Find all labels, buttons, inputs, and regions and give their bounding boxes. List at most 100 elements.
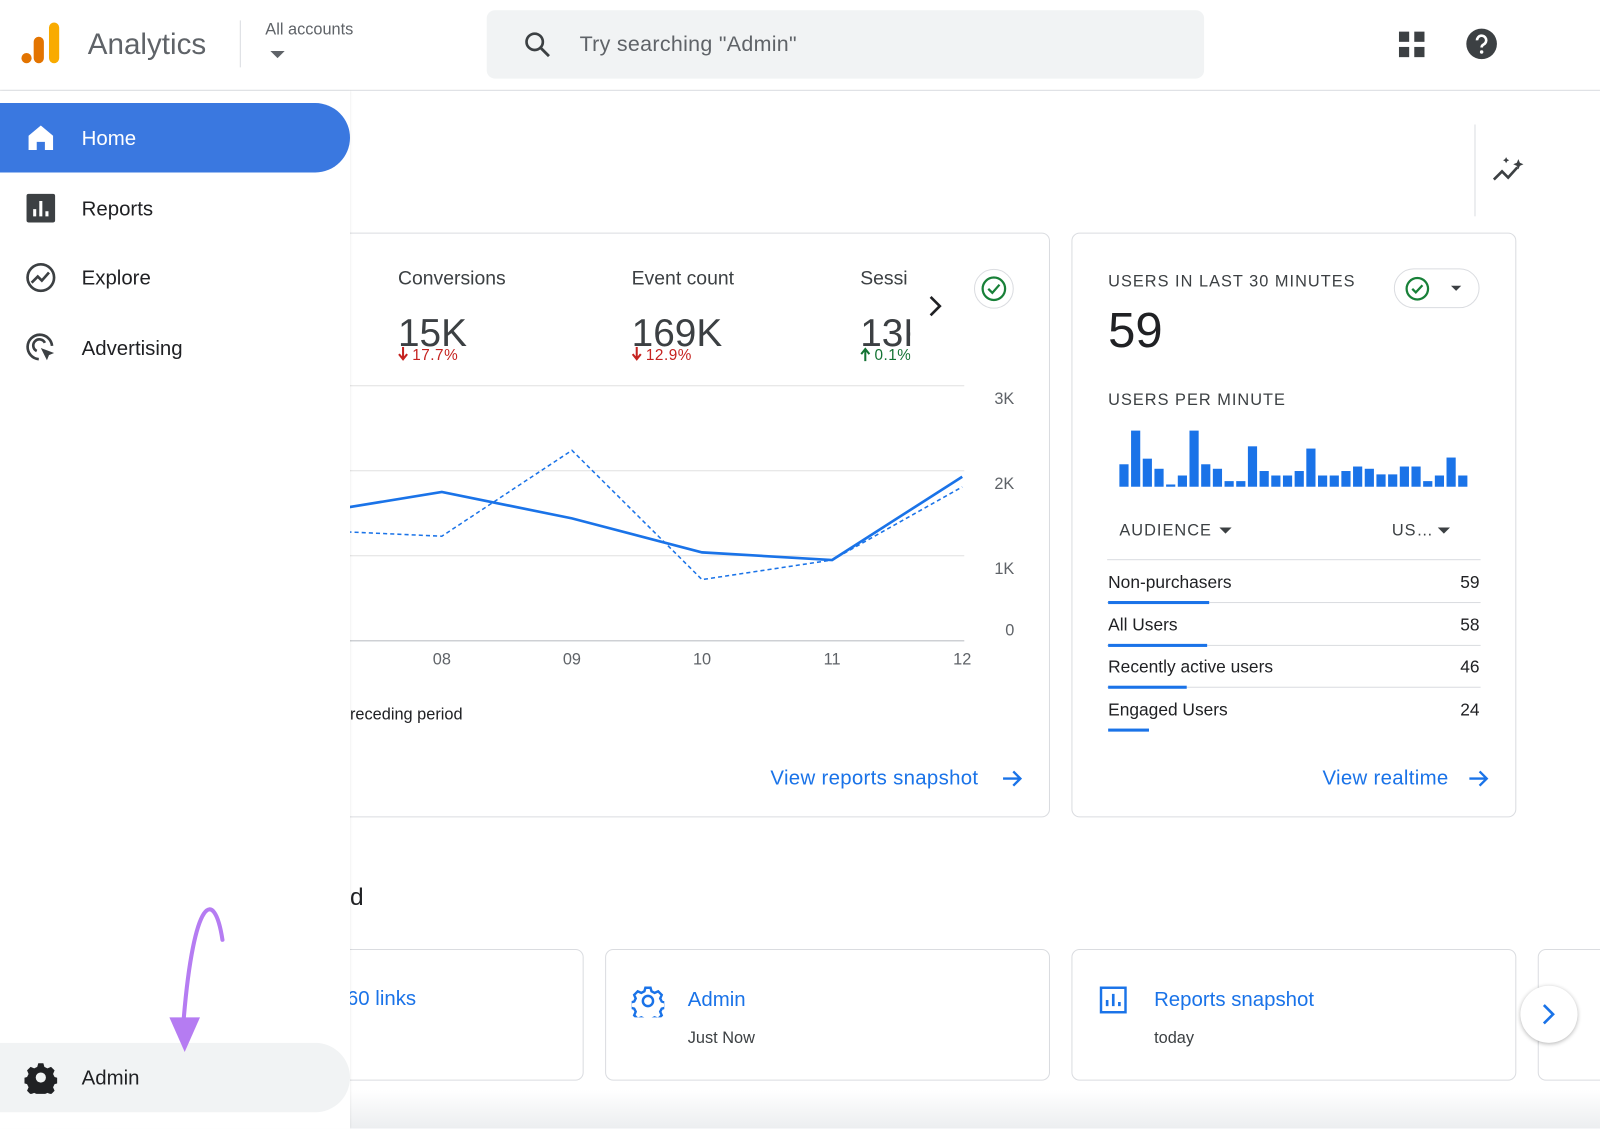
reports-icon	[26, 193, 56, 223]
card-subtitle: today	[1154, 1029, 1195, 1047]
divider	[239, 20, 241, 68]
bar	[1131, 430, 1141, 487]
view-reports-link[interactable]: View reports snapshot	[770, 767, 979, 790]
bar	[1399, 466, 1409, 487]
bar	[1224, 481, 1234, 487]
row-label[interactable]: Non-purchasers	[1108, 572, 1232, 592]
search-placeholder: Try searching "Admin"	[579, 32, 797, 57]
row-bar	[1108, 728, 1150, 732]
product-name: Analytics	[87, 28, 207, 62]
bar	[1189, 430, 1199, 487]
legend-label: receding period	[349, 706, 463, 724]
recent-card[interactable]: Reports snapshot today	[1071, 948, 1517, 1081]
help-icon[interactable]	[1465, 28, 1498, 61]
bar	[1341, 471, 1351, 487]
advertising-icon	[26, 333, 55, 361]
arrow-icon[interactable]	[1467, 767, 1489, 789]
row-label[interactable]: Engaged Users	[1108, 699, 1228, 719]
status-dropdown[interactable]	[1393, 268, 1480, 309]
card-subtitle: Just Now	[687, 1029, 755, 1047]
divider	[1474, 124, 1476, 217]
caret[interactable]	[270, 51, 285, 59]
bar	[1388, 474, 1398, 487]
bar	[1423, 481, 1433, 487]
change-arrow	[398, 346, 408, 361]
bar	[1306, 448, 1316, 487]
realtime-title: USERS IN LAST 30 MINUTES	[1108, 273, 1356, 291]
row-bar	[1108, 685, 1187, 689]
bar	[1154, 468, 1164, 487]
chevron-icon	[1542, 1004, 1555, 1025]
nav-item[interactable]: Home	[0, 103, 350, 173]
caret[interactable]	[1437, 527, 1450, 536]
row-label[interactable]: All Users	[1108, 614, 1178, 635]
row-value: 59	[1460, 572, 1480, 592]
change-arrow	[860, 347, 871, 362]
x-tick-label: 09	[563, 650, 581, 668]
y-tick-label: 3K	[994, 390, 1014, 408]
row-value: 58	[1460, 614, 1480, 635]
row-value: 24	[1460, 699, 1480, 719]
annotation-arrow	[169, 907, 225, 1053]
top-bar: Analytics All accounts Try searching "Ad…	[0, 0, 1600, 91]
recent-card[interactable]: Admin Just Now	[605, 948, 1050, 1081]
metric-label: Sessi	[860, 269, 908, 290]
nav-item[interactable]: Reports	[0, 173, 350, 242]
realtime-value: 59	[1108, 304, 1163, 359]
scroll-next-button[interactable]	[1520, 985, 1578, 1043]
explore-icon	[26, 262, 56, 293]
card-title[interactable]: 60 links	[346, 987, 417, 1011]
bar	[1201, 464, 1211, 487]
gear-icon	[631, 986, 665, 1018]
bar	[1329, 475, 1339, 487]
realtime-card	[1071, 232, 1517, 818]
metric[interactable]: Event count 169K 12.9%	[632, 269, 836, 371]
series-line	[311, 449, 963, 581]
caret[interactable]	[1219, 527, 1232, 536]
y-tick-label: 0	[1005, 622, 1014, 640]
side-nav: Home Reports Explore Advertising Admin	[0, 90, 350, 1129]
change-text: 17.7%	[412, 346, 459, 365]
bar	[1259, 471, 1269, 487]
reports-icon	[1099, 986, 1127, 1014]
status-icon[interactable]	[973, 268, 1014, 309]
row-label[interactable]: Recently active users	[1108, 657, 1274, 677]
divider	[1107, 602, 1481, 604]
bar	[1353, 466, 1363, 487]
insights-icon[interactable]	[1492, 155, 1529, 186]
bar	[1411, 466, 1421, 487]
metric-value: 15K	[397, 312, 467, 356]
column-header[interactable]: AUDIENCE	[1119, 522, 1212, 540]
metric-label: Event count	[631, 268, 735, 290]
bar	[1166, 484, 1176, 487]
card-title: Admin	[687, 988, 746, 1012]
search-box[interactable]: Try searching "Admin"	[486, 10, 1205, 79]
next-metric-button[interactable]	[927, 294, 947, 318]
arrow-icon[interactable]	[1001, 767, 1023, 789]
metric-change: 12.9%	[631, 346, 692, 365]
gear-icon	[24, 1063, 58, 1094]
change-text: 0.1%	[874, 346, 911, 365]
apps-icon[interactable]	[1398, 31, 1427, 60]
metric[interactable]: Sessi 13K 0.1%	[860, 269, 910, 371]
nav-item[interactable]: Advertising	[0, 313, 350, 382]
change-text: 12.9%	[645, 346, 692, 365]
bar	[1446, 457, 1456, 487]
row-bar	[1108, 643, 1208, 647]
series-line	[311, 475, 963, 562]
account-selector[interactable]: All accounts	[265, 21, 354, 39]
nav-item[interactable]: Admin	[0, 1042, 350, 1113]
status-icon	[1405, 276, 1462, 301]
nav-item[interactable]: Explore	[0, 243, 350, 312]
y-tick-label: 2K	[994, 475, 1014, 493]
card-title: Reports snapshot	[1154, 988, 1315, 1012]
metric[interactable]: Conversions 15K 17.7%	[398, 269, 602, 371]
row-bar	[1108, 601, 1210, 605]
view-realtime-link[interactable]: View realtime	[1322, 767, 1449, 790]
metric-value: 169K	[631, 312, 723, 356]
column-header[interactable]: US…	[1391, 522, 1434, 540]
metric-change: 0.1%	[860, 347, 910, 363]
